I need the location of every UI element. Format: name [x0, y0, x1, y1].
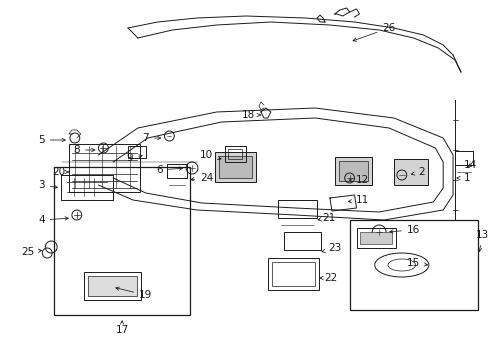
Text: 18: 18	[241, 110, 260, 120]
Bar	[227, 149, 242, 159]
Text: 1: 1	[456, 173, 469, 183]
Bar	[393, 159, 427, 185]
Bar	[167, 164, 187, 178]
Text: 26: 26	[352, 23, 395, 41]
Text: 14: 14	[463, 160, 476, 170]
Bar	[334, 157, 371, 185]
Bar	[83, 272, 141, 300]
Bar	[277, 200, 317, 218]
Text: 20: 20	[52, 167, 68, 177]
Bar	[454, 151, 472, 165]
Text: 24: 24	[190, 173, 213, 183]
Bar	[224, 146, 246, 162]
Bar	[283, 232, 321, 250]
Text: 21: 21	[317, 213, 335, 223]
Text: 13: 13	[475, 230, 488, 251]
Bar	[267, 258, 319, 290]
Text: 15: 15	[406, 258, 427, 268]
Text: 3: 3	[38, 180, 58, 190]
Bar	[338, 161, 367, 181]
Bar	[128, 146, 145, 158]
Bar	[69, 144, 140, 192]
Text: 5: 5	[38, 135, 65, 145]
Text: 6: 6	[156, 165, 182, 175]
Bar	[360, 232, 391, 244]
Text: 10: 10	[200, 150, 221, 160]
Text: 25: 25	[21, 247, 41, 257]
Text: 11: 11	[347, 195, 368, 205]
Text: 17: 17	[115, 321, 128, 335]
Bar	[54, 167, 190, 315]
Text: 19: 19	[116, 287, 152, 300]
Bar	[218, 156, 252, 178]
Bar	[349, 220, 477, 310]
Text: 7: 7	[142, 133, 161, 143]
Text: 4: 4	[38, 215, 68, 225]
Text: 22: 22	[319, 273, 337, 283]
Text: 9: 9	[126, 153, 142, 163]
Text: 23: 23	[321, 243, 341, 253]
Text: 12: 12	[349, 175, 368, 185]
Bar	[356, 228, 395, 248]
Text: 16: 16	[389, 225, 419, 235]
Bar	[87, 276, 137, 296]
Text: 8: 8	[73, 145, 95, 155]
Bar	[271, 262, 314, 286]
Bar	[214, 152, 256, 182]
Text: 2: 2	[410, 167, 424, 177]
